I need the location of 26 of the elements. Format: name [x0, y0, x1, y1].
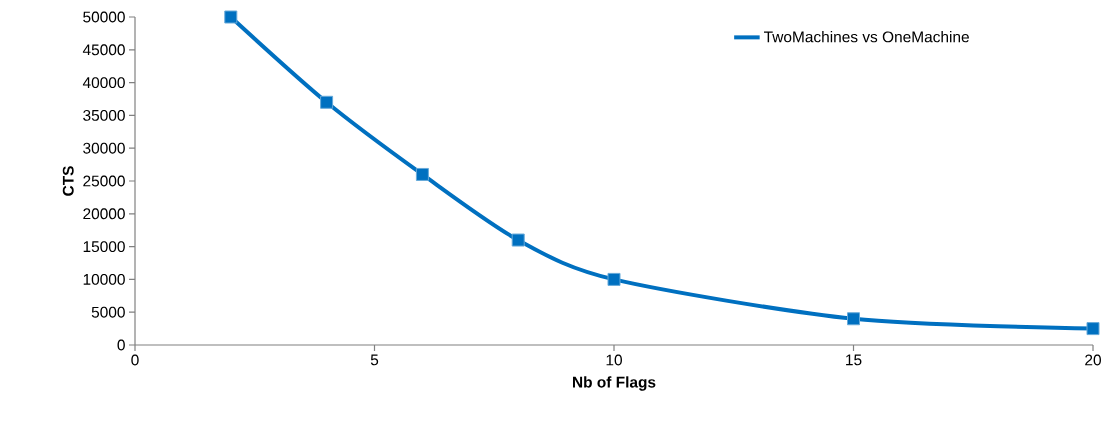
x-tick-label: 5	[370, 354, 379, 366]
y-tick-label: 40000	[82, 77, 125, 89]
legend-label: TwoMachines vs OneMachine	[764, 31, 969, 43]
point	[320, 95, 334, 109]
y-tick-label: 30000	[83, 142, 125, 154]
point	[415, 167, 429, 181]
x-tick-label: 20	[1085, 354, 1101, 366]
x-tick-label: 10	[606, 354, 622, 366]
point	[847, 312, 861, 326]
y-tick-label: 15000	[83, 241, 125, 253]
point	[607, 272, 621, 286]
y-tick-label: 5000	[91, 306, 125, 318]
y-tick-label: 50000	[83, 11, 125, 23]
y-tick-label: 20000	[83, 208, 125, 220]
point	[224, 10, 238, 24]
x-tick-label: 0	[131, 354, 139, 366]
point	[1086, 322, 1100, 336]
x-tick-label: 15	[846, 354, 862, 366]
x-axis-title: Nb of Flags	[573, 376, 656, 391]
y-tick-label: 0	[117, 339, 125, 351]
y-tick-label: 25000	[83, 175, 125, 187]
y-tick-label: 10000	[83, 273, 125, 285]
y-axis-title: CTS	[62, 166, 74, 196]
y-tick-label: 35000	[83, 109, 125, 121]
y-tick-label: 45000	[82, 44, 125, 56]
point	[511, 233, 525, 247]
